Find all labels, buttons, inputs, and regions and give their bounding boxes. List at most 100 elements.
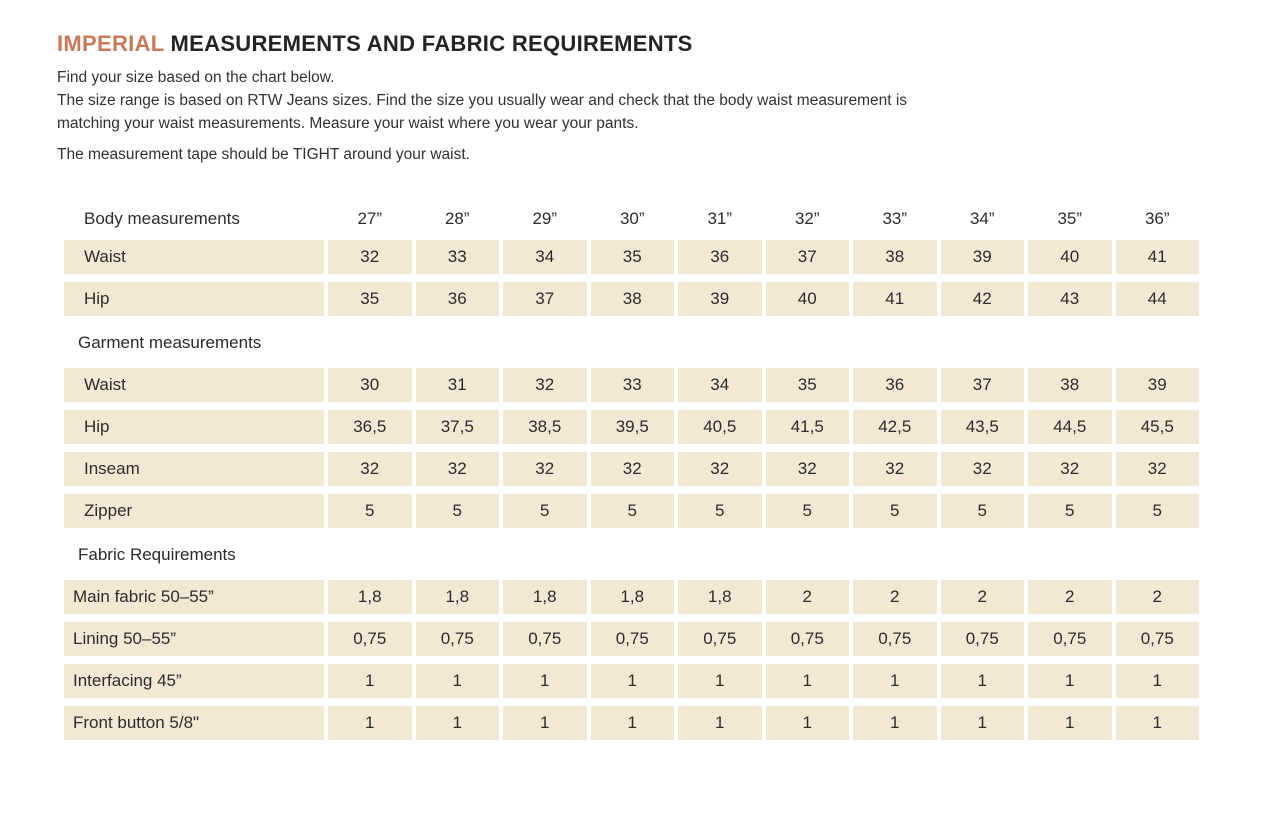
page-title-rest: MEASUREMENTS AND FABRIC REQUIREMENTS — [164, 31, 693, 56]
value-cell: 33 — [415, 240, 499, 274]
size-column-header: 34” — [969, 209, 995, 228]
size-column-header: 33” — [882, 209, 908, 228]
size-column-header: 36” — [1144, 209, 1170, 228]
value-cell: 37 — [940, 368, 1024, 402]
section-title: Fabric Requirements — [78, 545, 236, 564]
page-title: IMPERIAL MEASUREMENTS AND FABRIC REQUIRE… — [57, 31, 1275, 57]
row-label: Main fabric 50–55” — [64, 580, 324, 614]
value-cell: 0,75 — [1115, 622, 1199, 656]
size-column-header: 32” — [794, 209, 820, 228]
value-cell: 1 — [590, 664, 674, 698]
value-cell: 38 — [1028, 368, 1112, 402]
row-label: Waist — [64, 368, 324, 402]
value-cell: 1 — [328, 664, 412, 698]
value-cell: 37 — [765, 240, 849, 274]
value-cell: 1 — [853, 664, 937, 698]
value-cell: 37,5 — [415, 410, 499, 444]
intro-line-1: Find your size based on the chart below. — [57, 69, 335, 86]
intro-text: Find your size based on the chart below.… — [57, 66, 965, 166]
value-cell: 32 — [678, 452, 762, 486]
value-cell: 2 — [853, 580, 937, 614]
table-row: Lining 50–55” 0,75 0,75 0,75 0,75 0,75 0,75 0,7… — [64, 622, 1204, 656]
size-table: Body measurements 27” 28” 29” 30” 31” 32” 33” 34… — [64, 205, 1204, 740]
section-title: Garment measurements — [78, 333, 262, 352]
value-cell: 2 — [940, 580, 1024, 614]
value-cell: 2 — [1028, 580, 1112, 614]
value-cell: 5 — [678, 494, 762, 528]
value-cell: 40,5 — [678, 410, 762, 444]
value-cell: 31 — [415, 368, 499, 402]
value-cell: 5 — [503, 494, 587, 528]
table-header-row: Body measurements 27” 28” 29” 30” 31” 32” 33” 34… — [64, 205, 1204, 233]
value-cell: 1 — [1028, 664, 1112, 698]
value-cell: 1 — [503, 664, 587, 698]
value-cell: 1,8 — [590, 580, 674, 614]
value-cell: 1 — [415, 706, 499, 740]
value-cell: 32 — [1028, 452, 1112, 486]
value-cell: 0,75 — [853, 622, 937, 656]
value-cell: 1 — [853, 706, 937, 740]
value-cell: 1 — [940, 664, 1024, 698]
value-cell: 0,75 — [415, 622, 499, 656]
value-cell: 43,5 — [940, 410, 1024, 444]
value-cell: 5 — [1115, 494, 1199, 528]
value-cell: 40 — [1028, 240, 1112, 274]
value-cell: 0,75 — [765, 622, 849, 656]
value-cell: 39 — [940, 240, 1024, 274]
value-cell: 35 — [328, 282, 412, 316]
value-cell: 1,8 — [503, 580, 587, 614]
size-column-header: 27” — [357, 209, 383, 228]
value-cell: 39,5 — [590, 410, 674, 444]
value-cell: 41,5 — [765, 410, 849, 444]
row-label: Front button 5/8" — [64, 706, 324, 740]
value-cell: 39 — [678, 282, 762, 316]
value-cell: 40 — [765, 282, 849, 316]
size-column-header: 28” — [444, 209, 470, 228]
value-cell: 5 — [1028, 494, 1112, 528]
value-cell: 36,5 — [328, 410, 412, 444]
value-cell: 5 — [765, 494, 849, 528]
value-cell: 38,5 — [503, 410, 587, 444]
intro-line-2: The size range is based on RTW Jeans siz… — [57, 92, 908, 132]
value-cell: 0,75 — [678, 622, 762, 656]
value-cell: 0,75 — [503, 622, 587, 656]
value-cell: 39 — [1115, 368, 1199, 402]
value-cell: 34 — [678, 368, 762, 402]
value-cell: 1 — [503, 706, 587, 740]
value-cell: 34 — [503, 240, 587, 274]
value-cell: 42 — [940, 282, 1024, 316]
value-cell: 41 — [853, 282, 937, 316]
page-content: IMPERIAL MEASUREMENTS AND FABRIC REQUIRE… — [57, 31, 1275, 740]
value-cell: 5 — [940, 494, 1024, 528]
value-cell: 32 — [590, 452, 674, 486]
row-label: Inseam — [64, 452, 324, 486]
table-row: Hip 36,5 37,5 38,5 39,5 40,5 41,5 42,5 43,5 44,5 4… — [64, 410, 1204, 444]
table-row: Interfacing 45” 1 1 1 1 1 1 1 1 1 1 — [64, 664, 1204, 698]
table-row: Inseam 32 32 32 32 32 32 32 32 32 32 — [64, 452, 1204, 486]
table-header-label: Body measurements — [84, 209, 240, 228]
table-row: Front button 5/8" 1 1 1 1 1 1 1 1 1 1 — [64, 706, 1204, 740]
table-row: Waist 32 33 34 35 36 37 38 39 40 41 — [64, 240, 1204, 274]
value-cell: 1,8 — [415, 580, 499, 614]
value-cell: 1 — [415, 664, 499, 698]
size-column-header: 31” — [707, 209, 733, 228]
row-label: Zipper — [64, 494, 324, 528]
value-cell: 33 — [590, 368, 674, 402]
value-cell: 1 — [1115, 664, 1199, 698]
value-cell: 1 — [1115, 706, 1199, 740]
value-cell: 0,75 — [328, 622, 412, 656]
value-cell: 1 — [678, 706, 762, 740]
size-column-header: 30” — [619, 209, 645, 228]
value-cell: 43 — [1028, 282, 1112, 316]
value-cell: 36 — [853, 368, 937, 402]
value-cell: 42,5 — [853, 410, 937, 444]
value-cell: 37 — [503, 282, 587, 316]
row-label: Lining 50–55” — [64, 622, 324, 656]
value-cell: 0,75 — [940, 622, 1024, 656]
size-column-header: 29” — [532, 209, 558, 228]
value-cell: 5 — [328, 494, 412, 528]
value-cell: 5 — [415, 494, 499, 528]
value-cell: 1,8 — [328, 580, 412, 614]
value-cell: 38 — [590, 282, 674, 316]
value-cell: 32 — [328, 452, 412, 486]
